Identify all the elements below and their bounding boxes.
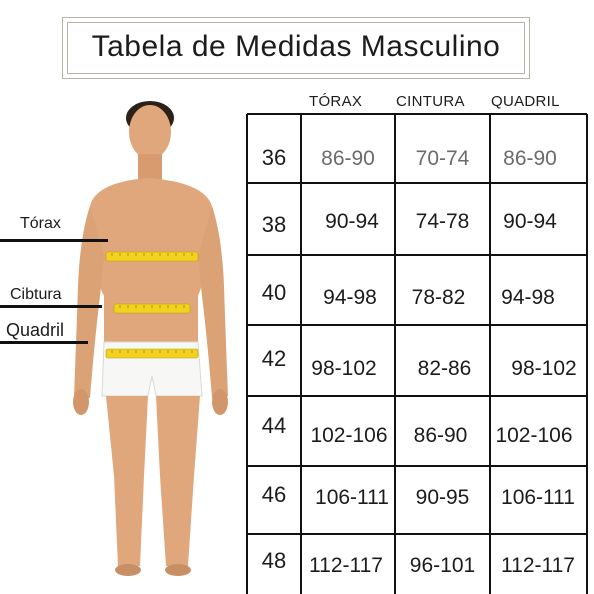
label-chest: Tórax <box>20 215 61 232</box>
size-cell: 48 <box>261 548 287 573</box>
label-hip: Quadril <box>6 320 65 340</box>
column-header-chest: TÓRAX <box>309 93 363 110</box>
left-hand <box>73 389 89 415</box>
neck <box>138 154 162 180</box>
size-cell: 40 <box>261 280 287 305</box>
waist-cell: 96-101 <box>409 554 476 577</box>
hip-cell: 98-102 <box>511 357 577 380</box>
chest-cell: 106-111 <box>315 486 389 509</box>
left-foot <box>115 564 141 576</box>
size-cell: 44 <box>261 413 287 438</box>
pointer-line-waist <box>0 305 102 308</box>
waist-cell: 78-82 <box>411 286 466 309</box>
hip-cell: 106-111 <box>501 486 575 509</box>
waist-cell: 86-90 <box>413 424 468 447</box>
chest-cell: 94-98 <box>323 286 377 309</box>
size-cell: 46 <box>261 482 287 507</box>
waist-cell: 70-74 <box>415 147 470 170</box>
column-header-hip: QUADRIL <box>491 93 560 110</box>
size-cell: 38 <box>261 212 287 237</box>
hip-cell: 112-117 <box>501 554 575 577</box>
hip-cell: 86-90 <box>503 147 557 170</box>
label-waist: Cibtura <box>10 286 62 303</box>
right-foot <box>165 564 191 576</box>
left-arm <box>74 206 104 398</box>
chest-cell: 86-90 <box>321 147 375 170</box>
chest-tape <box>105 251 199 262</box>
chest-cell: 112-117 <box>309 554 383 577</box>
waist-cell: 74-78 <box>415 210 470 233</box>
waist-tape <box>113 303 191 314</box>
size-cell: 42 <box>261 346 287 371</box>
hip-tape <box>105 348 199 359</box>
chest-cell: 98-102 <box>311 357 377 380</box>
right-hand <box>212 389 228 415</box>
pointer-line-chest <box>0 239 108 242</box>
head <box>129 105 171 159</box>
male-body-illustration <box>73 101 228 576</box>
column-header-waist: CINTURA <box>396 93 465 110</box>
pointer-line-hip <box>0 341 88 344</box>
chest-cell: 90-94 <box>325 210 379 233</box>
right-leg <box>156 396 200 566</box>
title-frame: Tabela de Medidas Masculino <box>62 17 530 79</box>
page-title: Tabela de Medidas Masculino <box>91 30 501 63</box>
left-leg <box>106 396 148 566</box>
size-cell: 36 <box>261 145 287 170</box>
chest-cell: 102-106 <box>310 424 388 447</box>
waist-cell: 90-95 <box>415 486 470 509</box>
hip-cell: 102-106 <box>495 424 573 447</box>
waist-cell: 82-86 <box>417 357 472 380</box>
right-arm <box>198 206 228 398</box>
hip-cell: 90-94 <box>503 210 557 233</box>
hip-cell: 94-98 <box>501 286 555 309</box>
